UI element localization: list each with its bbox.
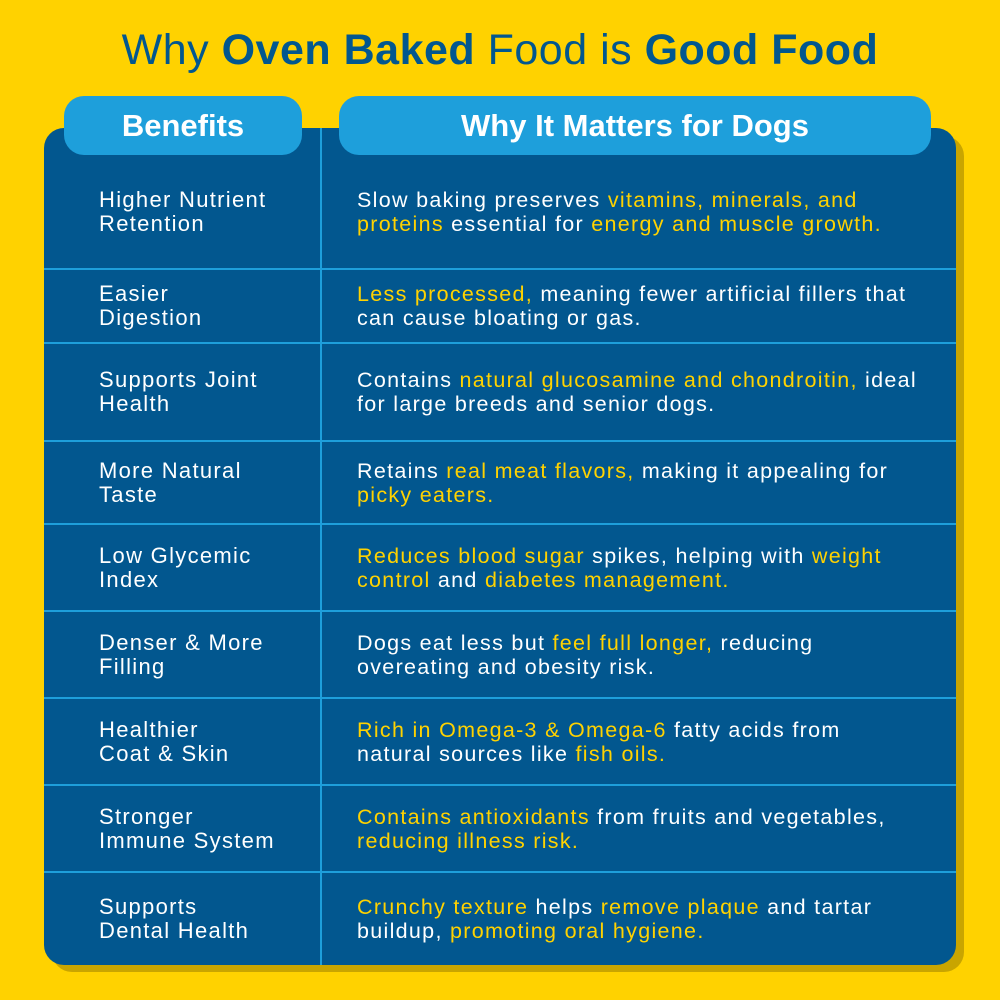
highlighted-text: vitamins, minerals, and proteins [357, 187, 858, 236]
column-divider [320, 128, 322, 965]
benefits-table: Higher Nutrient Retention Slow baking pres… [44, 128, 956, 965]
benefit-description: Contains natural glucosamine and chondro… [357, 368, 922, 416]
benefit-label: Denser & More Filling [99, 629, 264, 679]
highlighted-text: Less processed, [357, 282, 534, 306]
header-benefits: Benefits [64, 96, 302, 155]
description-text: ideal for large breeds and senior dogs. [357, 368, 917, 416]
benefit-label: Stronger Immune System [99, 803, 275, 853]
description-text: and tartar buildup, [357, 895, 873, 943]
benefit-line: Immune System [99, 827, 275, 853]
benefit-line: Supports Joint [99, 367, 258, 392]
benefit-line: Digestion [99, 305, 203, 330]
title-emphasis: Oven Baked [221, 26, 476, 74]
benefit-line: Filling [99, 653, 166, 679]
description-text: meaning fewer artificial fillers that ca… [357, 282, 907, 330]
highlighted-text: Rich in Omega-3 & Omega-6 [357, 717, 667, 742]
benefit-line: Denser & More [99, 629, 264, 655]
description-text: spikes, helping with [584, 543, 812, 568]
benefit-label: Supports Joint Health [99, 368, 258, 416]
highlighted-text: Reduces blood sugar [357, 543, 585, 568]
benefit-line: Stronger [99, 803, 194, 829]
benefit-line: Supports [99, 894, 198, 919]
description-text: Dogs eat less but [357, 630, 553, 655]
table-row: Higher Nutrient Retention Slow baking pres… [44, 155, 956, 268]
benefit-label: Easier Digestion [99, 282, 202, 330]
benefit-line: Dental Health [99, 918, 250, 943]
benefit-line: Coat & Skin [99, 740, 230, 766]
benefit-label: Supports Dental Health [99, 895, 249, 943]
description-text: Retains [357, 458, 447, 483]
benefit-line: Healthier [99, 716, 199, 742]
benefit-label: Healthier Coat & Skin [99, 716, 230, 766]
benefit-line: Easier [99, 281, 170, 306]
description-text: Slow baking preserves [357, 187, 608, 212]
table-row: More Natural Taste Retains real meat flavo… [44, 440, 956, 523]
benefit-label: Low Glycemic Index [99, 542, 252, 592]
description-text: and [430, 567, 485, 592]
table-row: Easier Digestion Less processed, meaning f… [44, 268, 956, 342]
highlighted-text: fish oils. [575, 741, 667, 766]
benefit-description: Less processed, meaning fewer artificial… [357, 282, 922, 330]
benefit-description: Slow baking preserves vitamins, minerals… [357, 188, 922, 236]
description-text: from fruits and vegetables, [589, 804, 886, 829]
highlighted-text: real meat flavors, [446, 458, 635, 483]
table-row: Low Glycemic Index Reduces blood sugar spi… [44, 523, 956, 610]
highlighted-text: reducing illness risk. [357, 828, 580, 853]
highlighted-text: remove plaque [600, 895, 760, 919]
highlighted-text: diabetes management. [484, 567, 730, 592]
benefit-line: Retention [99, 210, 205, 236]
title-part: Why [121, 26, 222, 74]
benefit-line: Taste [99, 481, 159, 507]
highlighted-text: Contains antioxidants [357, 804, 590, 829]
benefit-line: More Natural [99, 457, 242, 483]
benefit-line: Low Glycemic [99, 542, 252, 568]
benefit-line: Health [99, 391, 171, 416]
highlighted-text: promoting oral hygiene. [450, 919, 705, 943]
benefit-description: Contains antioxidants from fruits and ve… [357, 805, 922, 853]
benefit-description: Rich in Omega-3 & Omega-6 fatty acids fr… [357, 718, 922, 766]
table-row: Supports Dental Health Crunchy texture hel… [44, 871, 956, 965]
description-text: helps [528, 895, 601, 919]
benefit-description: Crunchy texture helps remove plaque and … [357, 895, 922, 943]
highlighted-text: natural glucosamine and chondroitin, [459, 368, 858, 392]
description-text: reducing overeating and obesity risk. [357, 630, 814, 679]
table-row: Denser & More Filling Dogs eat less but fe… [44, 610, 956, 697]
highlighted-text: Crunchy texture [357, 895, 529, 919]
benefit-description: Reduces blood sugar spikes, helping with… [357, 544, 922, 592]
highlighted-text: energy and muscle growth. [591, 211, 882, 236]
benefit-label: More Natural Taste [99, 457, 242, 507]
table-row: Stronger Immune System Contains antioxidan… [44, 784, 956, 871]
page-title: Why Oven Baked Food is Good Food [0, 26, 1000, 75]
title-emphasis: Good Food [644, 26, 879, 74]
highlighted-text: picky eaters. [357, 482, 495, 507]
highlighted-text: weight control [357, 543, 882, 592]
benefit-line: Higher Nutrient [99, 186, 267, 212]
description-text: essential for [443, 211, 592, 236]
description-text: fatty acids from natural sources like [357, 717, 841, 766]
benefit-description: Dogs eat less but feel full longer, redu… [357, 631, 922, 679]
highlighted-text: feel full longer, [552, 630, 714, 655]
description-text: Contains [357, 368, 460, 392]
benefit-description: Retains real meat flavors, making it app… [357, 459, 922, 507]
description-text: making it appealing for [634, 458, 889, 483]
title-part: Food is [475, 26, 645, 74]
table-row: Healthier Coat & Skin Rich in Omega-3 & Om… [44, 697, 956, 784]
table-row: Supports Joint Health Contains natural glu… [44, 342, 956, 440]
header-why-it-matters: Why It Matters for Dogs [339, 96, 931, 155]
benefit-label: Higher Nutrient Retention [99, 186, 267, 236]
benefit-line: Index [99, 566, 160, 592]
